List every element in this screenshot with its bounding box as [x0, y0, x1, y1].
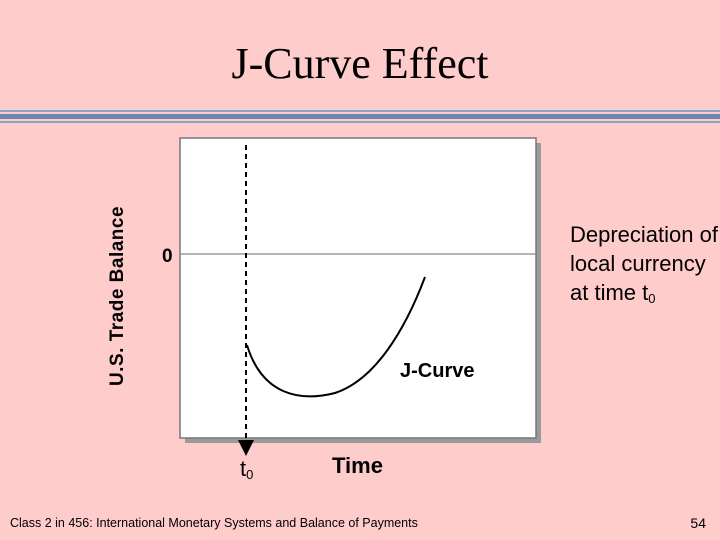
t0-label: t0 — [240, 456, 254, 482]
j-curve-line — [246, 276, 426, 398]
title-rule — [0, 121, 720, 123]
depreciation-annotation: Depreciation of local currency at time t… — [570, 222, 718, 306]
title-rule — [0, 114, 720, 119]
page-number: 54 — [690, 515, 706, 531]
x-axis-label: Time — [332, 453, 383, 478]
zero-label: 0 — [162, 246, 173, 267]
j-curve-label: J-Curve — [400, 360, 475, 382]
footer-text: Class 2 in 456: International Monetary S… — [10, 516, 418, 530]
plot-area — [179, 137, 537, 439]
slide-title: J-Curve Effect — [231, 39, 489, 88]
title-rule — [0, 110, 720, 112]
